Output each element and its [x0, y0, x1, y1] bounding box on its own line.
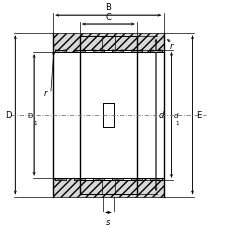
Text: D: D	[5, 111, 12, 120]
Text: r: r	[44, 89, 47, 98]
Bar	[150, 50, 161, 52]
Text: E: E	[195, 111, 200, 120]
Text: D: D	[27, 112, 32, 118]
Bar	[74, 178, 85, 180]
Text: 1: 1	[33, 121, 36, 126]
Bar	[53, 52, 163, 178]
Bar	[93, 50, 104, 52]
Bar	[74, 50, 85, 52]
Bar	[53, 34, 163, 52]
Bar	[131, 50, 142, 52]
Text: C: C	[105, 13, 111, 22]
Text: s: s	[106, 217, 110, 226]
Bar	[55, 178, 66, 180]
Bar	[53, 178, 163, 197]
Text: d: d	[158, 111, 163, 120]
Bar	[114, 37, 136, 50]
Text: 1: 1	[175, 121, 178, 126]
Bar	[79, 50, 136, 180]
Text: r: r	[169, 41, 172, 50]
Bar	[112, 50, 123, 52]
Bar	[150, 178, 161, 180]
Bar	[93, 178, 104, 180]
Bar	[114, 180, 136, 194]
Bar	[102, 103, 113, 128]
Bar	[79, 37, 101, 50]
Bar	[79, 180, 101, 194]
Bar	[131, 178, 142, 180]
Bar	[112, 178, 123, 180]
Text: B: B	[105, 3, 111, 12]
Text: d: d	[172, 112, 177, 118]
Bar	[55, 50, 66, 52]
